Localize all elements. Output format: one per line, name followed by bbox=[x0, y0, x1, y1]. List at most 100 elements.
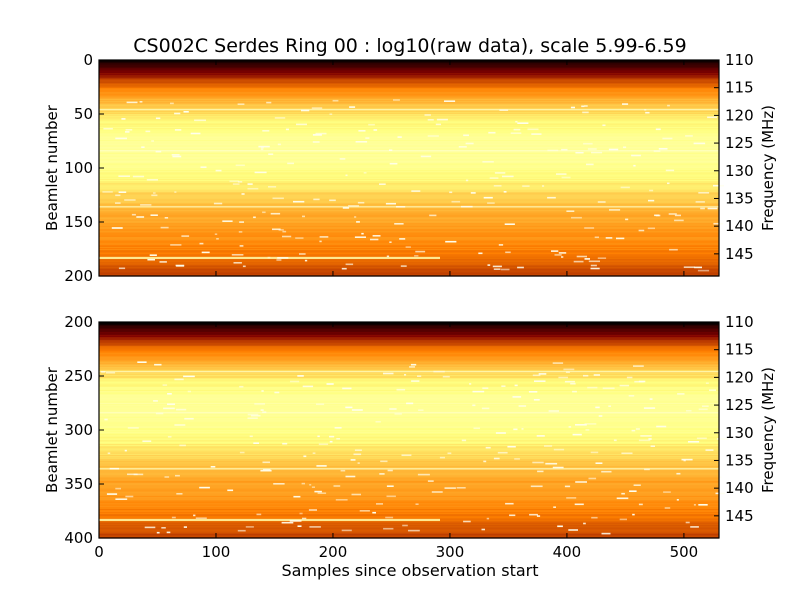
rfi-fleck bbox=[354, 449, 362, 451]
rfi-fleck bbox=[640, 435, 652, 437]
rfi-fleck bbox=[501, 385, 506, 387]
rfi-fleck bbox=[195, 517, 207, 519]
heatmap-row bbox=[99, 413, 719, 416]
x-tick-label: 400 bbox=[553, 543, 582, 561]
rfi-fleck bbox=[142, 440, 152, 442]
heatmap-row bbox=[99, 88, 719, 90]
rfi-fleck bbox=[350, 459, 356, 461]
rfi-fleck bbox=[439, 456, 445, 459]
rfi-fleck bbox=[633, 365, 644, 367]
rfi-fleck bbox=[312, 134, 322, 136]
heatmap-row bbox=[99, 132, 719, 135]
rfi-fleck bbox=[149, 254, 157, 256]
heatmap-row bbox=[99, 477, 719, 480]
rfi-fleck bbox=[482, 161, 494, 163]
heatmap-row bbox=[99, 264, 719, 266]
rfi-fleck bbox=[315, 132, 327, 135]
heatmap-row bbox=[99, 103, 719, 105]
rfi-fleck bbox=[385, 516, 394, 519]
heatmap-row bbox=[99, 203, 719, 206]
heatmap-row bbox=[99, 365, 719, 367]
heatmap-row bbox=[99, 142, 719, 144]
heatmap-row bbox=[99, 427, 719, 430]
heatmap-row bbox=[99, 196, 719, 198]
heatmap-row bbox=[99, 266, 719, 268]
heatmap-row bbox=[99, 368, 719, 371]
heatmap-row bbox=[99, 356, 719, 359]
rfi-fleck bbox=[633, 164, 636, 167]
heatmap-row bbox=[99, 141, 719, 143]
rfi-fleck bbox=[145, 130, 151, 133]
heatmap-row bbox=[99, 271, 719, 274]
rfi-fleck bbox=[146, 179, 158, 181]
heatmap-row bbox=[99, 328, 719, 331]
rfi-fleck bbox=[132, 175, 145, 178]
heatmap-row bbox=[99, 161, 719, 164]
rfi-fleck bbox=[277, 143, 281, 146]
rfi-fleck bbox=[583, 142, 593, 145]
y-tick-label: 400 bbox=[64, 529, 93, 547]
rfi-fleck bbox=[170, 102, 174, 105]
rfi-fleck bbox=[222, 220, 233, 222]
rfi-fleck bbox=[668, 213, 677, 215]
rfi-fleck bbox=[155, 150, 162, 153]
heatmap-row bbox=[99, 229, 719, 232]
heatmap-row bbox=[99, 89, 719, 91]
heatmap-row bbox=[99, 263, 719, 265]
y-tick-label: 50 bbox=[74, 105, 93, 123]
heatmap-row bbox=[99, 481, 719, 484]
rfi-fleck bbox=[586, 163, 594, 166]
heatmap-row bbox=[99, 156, 719, 158]
heatmap-row bbox=[99, 388, 719, 391]
rfi-fleck bbox=[174, 129, 182, 131]
rfi-fleck bbox=[481, 407, 490, 410]
heatmap-row bbox=[99, 136, 719, 139]
rfi-fleck bbox=[227, 489, 234, 492]
rfi-fleck bbox=[125, 495, 134, 498]
heatmap-row bbox=[99, 376, 719, 378]
rfi-fleck bbox=[638, 439, 651, 442]
heatmap-row bbox=[99, 507, 719, 510]
heatmap-row bbox=[99, 219, 719, 222]
rfi-fleck bbox=[547, 196, 556, 199]
heatmap-row bbox=[99, 383, 719, 386]
rfi-fleck bbox=[619, 384, 630, 387]
rfi-fleck bbox=[556, 173, 567, 175]
heatmap-row bbox=[99, 175, 719, 178]
rfi-fleck bbox=[591, 516, 598, 519]
rfi-fleck bbox=[253, 216, 256, 219]
rfi-fleck bbox=[172, 155, 182, 158]
rfi-fleck bbox=[397, 136, 402, 138]
rfi-fleck bbox=[531, 133, 542, 135]
heatmap-row bbox=[99, 449, 719, 452]
y2-tick-label: 125 bbox=[725, 134, 754, 152]
heatmap-row bbox=[99, 94, 719, 97]
rfi-fleck bbox=[705, 449, 714, 451]
rfi-fleck bbox=[669, 248, 678, 251]
rfi-fleck bbox=[319, 240, 322, 243]
rfi-fleck bbox=[583, 374, 589, 377]
heatmap-row bbox=[99, 99, 719, 102]
heatmap-row bbox=[99, 434, 719, 436]
y2-tick-label: 110 bbox=[725, 313, 754, 331]
heatmap-row bbox=[99, 174, 719, 177]
rfi-fleck bbox=[458, 146, 467, 148]
rfi-fleck bbox=[676, 472, 681, 475]
heatmap-row bbox=[99, 513, 719, 515]
heatmap-row bbox=[99, 423, 719, 426]
heatmap-row bbox=[99, 336, 719, 338]
rfi-fleck bbox=[261, 390, 264, 392]
rfi-line bbox=[99, 370, 719, 373]
rfi-fleck bbox=[106, 493, 118, 495]
rfi-line bbox=[99, 149, 719, 152]
rfi-fleck bbox=[239, 245, 244, 247]
heatmap-row bbox=[99, 260, 719, 263]
rfi-fleck bbox=[649, 189, 654, 192]
heatmap-row bbox=[99, 498, 719, 500]
heatmap-row bbox=[99, 84, 719, 87]
heatmap-row bbox=[99, 172, 719, 174]
heatmap-row bbox=[99, 236, 719, 238]
rfi-line bbox=[99, 411, 719, 414]
heatmap-row bbox=[99, 334, 719, 337]
rfi-fleck bbox=[532, 461, 544, 464]
